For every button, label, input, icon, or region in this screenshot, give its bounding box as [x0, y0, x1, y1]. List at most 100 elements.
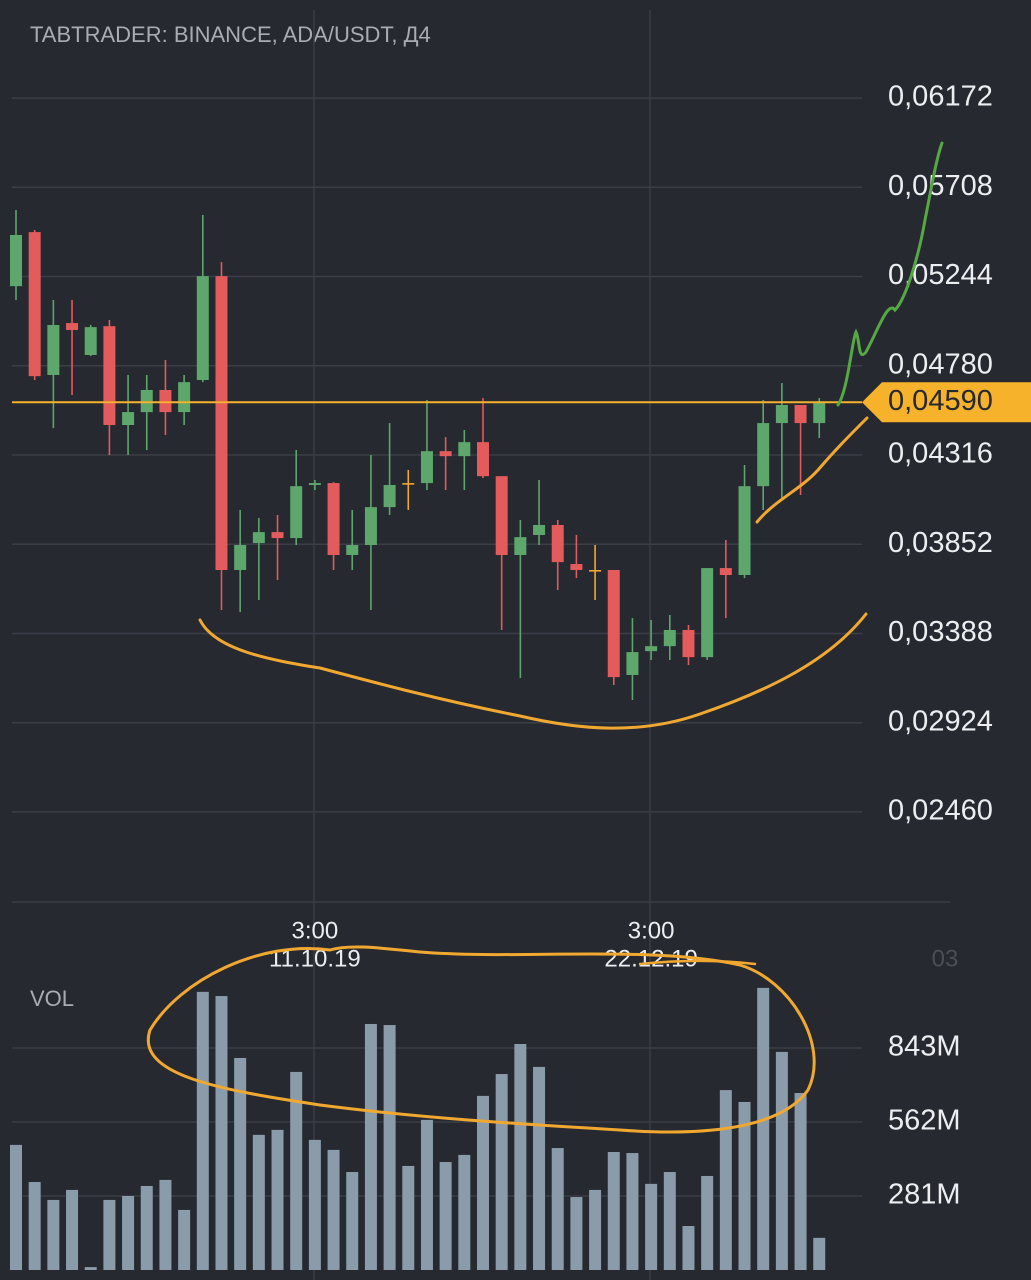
y-tick-label: 843M [888, 1031, 961, 1063]
y-tick-label: 0,04316 [888, 438, 993, 470]
volume-bar [122, 1195, 135, 1270]
candle-body [533, 525, 546, 535]
candle-body [140, 390, 153, 413]
x-tick-label: 3:00 [292, 917, 339, 944]
candle-body [159, 390, 172, 413]
candle-body [103, 326, 116, 425]
volume-bar [439, 1162, 452, 1270]
volume-bar [364, 1023, 377, 1270]
candle-body [122, 412, 135, 425]
candle-body [645, 646, 658, 652]
y-tick-label: 0,04780 [888, 348, 993, 380]
candle-body [514, 537, 527, 555]
candle-body [271, 532, 284, 539]
volume-bar [402, 1165, 415, 1270]
candle-body [215, 276, 228, 570]
volume-bar [420, 1119, 433, 1270]
volume-bar [495, 1074, 508, 1270]
volume-bar [28, 1182, 41, 1270]
candle-body [178, 382, 191, 413]
candle-body [47, 325, 60, 375]
y-tick-label: 0,03852 [888, 527, 993, 559]
x-tick-label: 3:00 [628, 917, 675, 944]
volume-bar [47, 1199, 60, 1270]
volume-bar [757, 987, 770, 1270]
candle-body [551, 525, 564, 563]
volume-bar [103, 1199, 116, 1270]
candle-body [701, 568, 714, 658]
hand-drawn-ellipse [146, 945, 816, 1134]
volume-bar [607, 1151, 620, 1270]
candle-body [477, 442, 489, 477]
volume-bar [196, 991, 209, 1270]
candle-body [346, 545, 359, 555]
volume-bar [84, 1267, 97, 1270]
candle-body [626, 652, 639, 675]
y-tick-label: 562M [888, 1105, 961, 1137]
candle-body [66, 323, 79, 330]
candle-body [84, 327, 97, 355]
annotations [146, 141, 944, 1134]
candle-body [607, 570, 620, 678]
volume-bar [10, 1144, 22, 1270]
volume-bar [383, 1025, 396, 1270]
candle-body [402, 483, 415, 485]
volume-bar [738, 1101, 751, 1270]
y-tick-label: 0,03388 [888, 616, 993, 648]
volume-bar [327, 1149, 340, 1270]
chart-title: TABTRADER: BINANCE, ADA/USDT, Д4 [30, 22, 431, 47]
candle-body [252, 532, 265, 544]
candle-body [439, 451, 452, 457]
candle-body [290, 486, 303, 539]
y-tick-label: 281M [888, 1179, 961, 1211]
candle-body [794, 405, 807, 424]
volume-bar [570, 1197, 583, 1270]
volume-bar [290, 1071, 303, 1270]
volume-bar [533, 1066, 546, 1270]
candle-body [308, 483, 321, 485]
volume-title: VOL [30, 986, 74, 1011]
volume-bar [234, 1057, 247, 1270]
candle-body [589, 570, 602, 572]
candle-body [28, 232, 41, 377]
volume-bar [271, 1129, 284, 1270]
candle-body [775, 405, 788, 424]
y-tick-label: 0,05244 [888, 259, 993, 291]
volume-bar [215, 996, 228, 1270]
candle-body [196, 276, 209, 380]
volume-bar [645, 1183, 658, 1270]
volume-bar [813, 1237, 826, 1270]
candle-body [234, 545, 247, 570]
volume-bar [252, 1134, 265, 1270]
volume-bar [626, 1153, 639, 1270]
candle-body [663, 630, 676, 647]
volume-bar [514, 1044, 527, 1270]
y-tick-label: 0,02924 [888, 705, 993, 737]
volume-bar [794, 1092, 807, 1270]
hand-drawn-curve [198, 612, 868, 730]
candle-body [495, 476, 508, 555]
volume-bar [682, 1226, 695, 1270]
candle-body [383, 485, 396, 508]
candle-body [738, 486, 751, 575]
candle-body [458, 442, 471, 457]
volume-bar [346, 1172, 359, 1270]
y-tick-label: 0,06172 [888, 81, 993, 113]
volume-bar [159, 1179, 172, 1270]
candle-body [420, 451, 433, 484]
x-tick-label: 22.12.19 [604, 945, 697, 972]
candle-body [327, 483, 340, 555]
candle-body [570, 564, 583, 570]
volume-bar [66, 1189, 79, 1270]
hand-drawn-curve [755, 416, 869, 524]
candle-body [813, 402, 826, 424]
y-tick-label: 0,02460 [888, 795, 993, 827]
volume-bar [477, 1095, 489, 1270]
candle-body [682, 630, 695, 658]
last-price-label: 0,04590 [888, 385, 993, 417]
candle-body [719, 568, 732, 575]
hand-drawn-line [638, 959, 757, 966]
volume-bar [719, 1090, 732, 1270]
candle-body [757, 423, 770, 487]
